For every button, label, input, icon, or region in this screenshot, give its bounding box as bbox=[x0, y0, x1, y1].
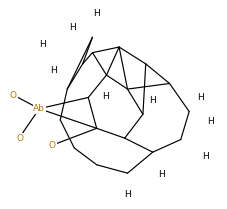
Text: H: H bbox=[102, 92, 109, 101]
Text: Ab: Ab bbox=[33, 104, 45, 113]
Text: H: H bbox=[69, 23, 76, 32]
Text: H: H bbox=[93, 9, 100, 18]
Text: O: O bbox=[49, 141, 56, 150]
Text: H: H bbox=[149, 96, 156, 105]
Text: H: H bbox=[158, 170, 165, 179]
Text: H: H bbox=[124, 190, 131, 199]
Text: H: H bbox=[203, 152, 209, 161]
Text: H: H bbox=[207, 117, 214, 126]
Text: O: O bbox=[10, 91, 17, 100]
Text: O: O bbox=[17, 134, 24, 143]
Text: H: H bbox=[197, 93, 204, 102]
Text: H: H bbox=[50, 66, 57, 75]
Text: H: H bbox=[39, 40, 45, 49]
